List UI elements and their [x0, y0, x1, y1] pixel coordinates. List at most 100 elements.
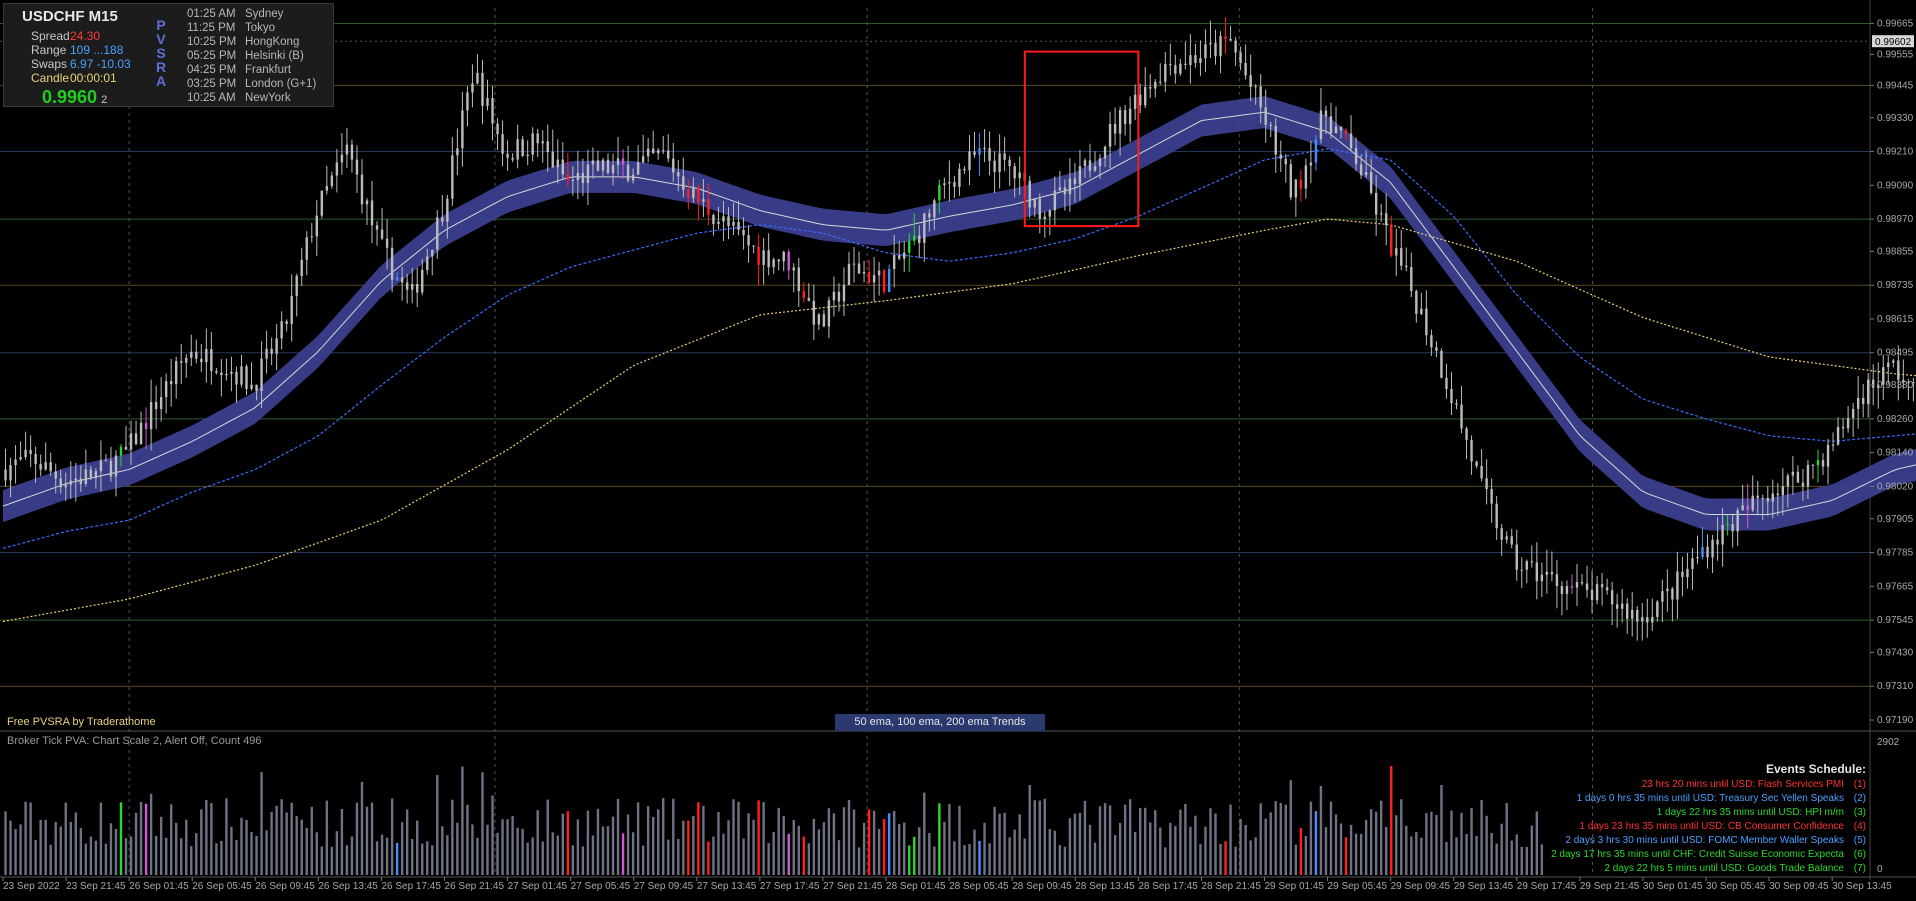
candle-body	[1455, 403, 1458, 405]
volume-bar	[1249, 840, 1252, 875]
volume-bar	[14, 828, 17, 875]
time-tick-label: 26 Sep 09:45	[255, 881, 315, 892]
volume-bar	[1410, 836, 1413, 875]
candle-body	[1626, 603, 1629, 619]
candle-body	[1615, 604, 1619, 609]
volume-bar	[897, 824, 901, 875]
candle-body	[1038, 198, 1041, 219]
volume-bar	[1440, 785, 1443, 875]
volume-bar	[1048, 829, 1052, 875]
volume-bar	[456, 822, 459, 875]
candle-body	[1550, 571, 1554, 575]
candle-body	[370, 200, 374, 226]
price-tick-label: 0.98615	[1877, 314, 1914, 325]
candle-body	[1600, 584, 1604, 588]
volume-bar	[124, 838, 128, 875]
candle-body	[84, 469, 88, 485]
volume-bar	[1349, 824, 1353, 875]
volume-bar	[561, 813, 565, 875]
volume-bar	[1359, 833, 1363, 875]
candle-body	[918, 235, 921, 243]
candle-body	[903, 252, 906, 259]
volume-bar	[636, 802, 640, 875]
candle-body	[1259, 86, 1262, 108]
candle-body	[210, 349, 213, 372]
candle-body	[777, 259, 780, 262]
candle-body	[797, 267, 800, 292]
volume-bar	[205, 800, 208, 875]
time-tick-label: 27 Sep 13:45	[697, 881, 757, 892]
candle-body	[1138, 94, 1142, 106]
volume-bar	[1224, 841, 1227, 875]
candle-body	[948, 182, 951, 184]
candle-body	[1786, 475, 1790, 487]
candle-body	[195, 351, 198, 359]
candle-body	[576, 172, 580, 181]
candle-body	[1756, 495, 1759, 498]
candle-body	[1887, 362, 1890, 368]
volume-bar	[1028, 785, 1031, 875]
volume-bar	[169, 804, 173, 875]
volume-bar	[1209, 808, 1212, 875]
candle-body	[149, 402, 153, 430]
candle-body	[707, 199, 710, 215]
time-tick-label: 30 Sep 05:45	[1706, 881, 1766, 892]
candle-body	[1686, 568, 1689, 578]
candle-body	[581, 172, 585, 184]
candle-body	[1289, 164, 1293, 198]
volume-bar	[1108, 805, 1112, 875]
candle-body	[762, 250, 765, 265]
time-tick-label: 27 Sep 17:45	[760, 881, 820, 892]
volume-bar	[345, 845, 349, 875]
volume-bar	[215, 843, 218, 875]
candle-body	[1078, 165, 1082, 184]
volume-bar	[1535, 811, 1539, 875]
candle-body	[672, 158, 675, 173]
session-row: 10:25 PM HongKong	[187, 36, 300, 48]
volume-bar	[1284, 804, 1287, 875]
volume-bar	[185, 819, 188, 875]
candle-body	[1008, 159, 1011, 167]
volume-bar	[762, 802, 765, 875]
candle-body	[1154, 81, 1157, 89]
volume-bar	[280, 799, 283, 875]
volume-bar	[1395, 815, 1398, 875]
candle-body	[1811, 464, 1815, 466]
volume-bar	[355, 802, 359, 875]
candle-body	[1776, 493, 1780, 496]
volume-bar	[390, 798, 394, 875]
volume-bar	[1505, 803, 1508, 875]
candle-body	[9, 465, 12, 481]
volume-bar	[777, 807, 780, 875]
candle-body	[807, 298, 811, 301]
candle-body	[416, 284, 419, 293]
volume-bar	[1354, 833, 1358, 875]
events-schedule: Events Schedule: 23 hrs 20 mins until US…	[1551, 762, 1866, 877]
volume-bar	[1530, 825, 1534, 875]
price-tick-label: 0.99445	[1877, 80, 1914, 91]
candle-body	[1791, 471, 1795, 476]
volume-bar	[385, 837, 389, 875]
candle-body	[1113, 123, 1117, 134]
volume-bar	[1274, 801, 1277, 875]
volume-bar	[481, 772, 484, 875]
price-tick-label: 0.97310	[1877, 681, 1914, 692]
candle-body	[1088, 160, 1092, 171]
candle-body	[59, 478, 62, 488]
time-tick-label: 30 Sep 13:45	[1832, 881, 1892, 892]
candle-body	[270, 348, 273, 354]
candle-body	[1545, 571, 1549, 575]
volume-bar	[842, 807, 846, 875]
candle-body	[802, 291, 806, 299]
volume-bar	[1495, 843, 1498, 875]
candle-body	[1821, 460, 1825, 467]
candle-body	[1771, 493, 1775, 502]
candle-body	[1761, 497, 1764, 499]
volume-bar	[692, 816, 695, 875]
volume-bar	[260, 772, 263, 875]
candle-body	[250, 384, 253, 389]
price-tick-label: 0.99330	[1877, 113, 1914, 124]
candle-body	[551, 152, 554, 168]
